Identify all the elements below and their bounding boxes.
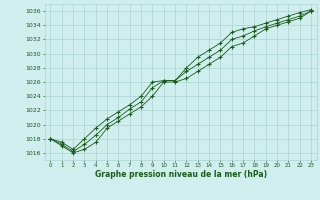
X-axis label: Graphe pression niveau de la mer (hPa): Graphe pression niveau de la mer (hPa) [95, 170, 267, 179]
